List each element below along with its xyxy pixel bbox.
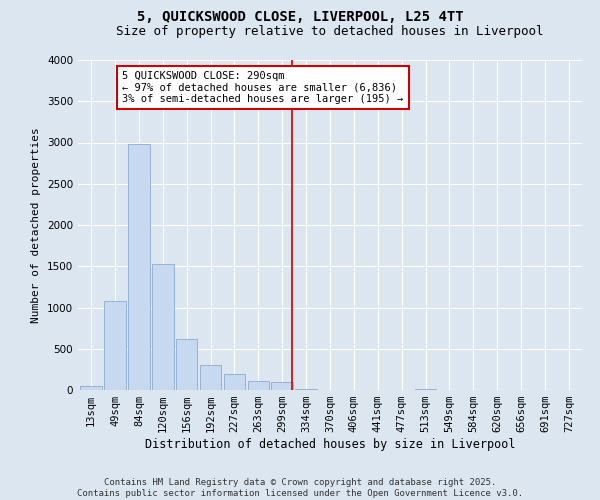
Text: Contains HM Land Registry data © Crown copyright and database right 2025.
Contai: Contains HM Land Registry data © Crown c… [77,478,523,498]
Bar [248,380,269,390]
Bar [80,386,102,390]
Title: Size of property relative to detached houses in Liverpool: Size of property relative to detached ho… [116,25,544,38]
Bar [128,144,149,390]
Bar [104,301,126,390]
Bar [224,374,245,390]
Bar [176,339,197,390]
Text: 5, QUICKSWOOD CLOSE, LIVERPOOL, L25 4TT: 5, QUICKSWOOD CLOSE, LIVERPOOL, L25 4TT [137,10,463,24]
Bar [200,365,221,390]
Bar [415,388,436,390]
Bar [271,382,293,390]
Y-axis label: Number of detached properties: Number of detached properties [31,127,41,323]
X-axis label: Distribution of detached houses by size in Liverpool: Distribution of detached houses by size … [145,438,515,451]
Bar [152,264,173,390]
Bar [295,388,317,390]
Text: 5 QUICKSWOOD CLOSE: 290sqm
← 97% of detached houses are smaller (6,836)
3% of se: 5 QUICKSWOOD CLOSE: 290sqm ← 97% of deta… [122,70,403,104]
